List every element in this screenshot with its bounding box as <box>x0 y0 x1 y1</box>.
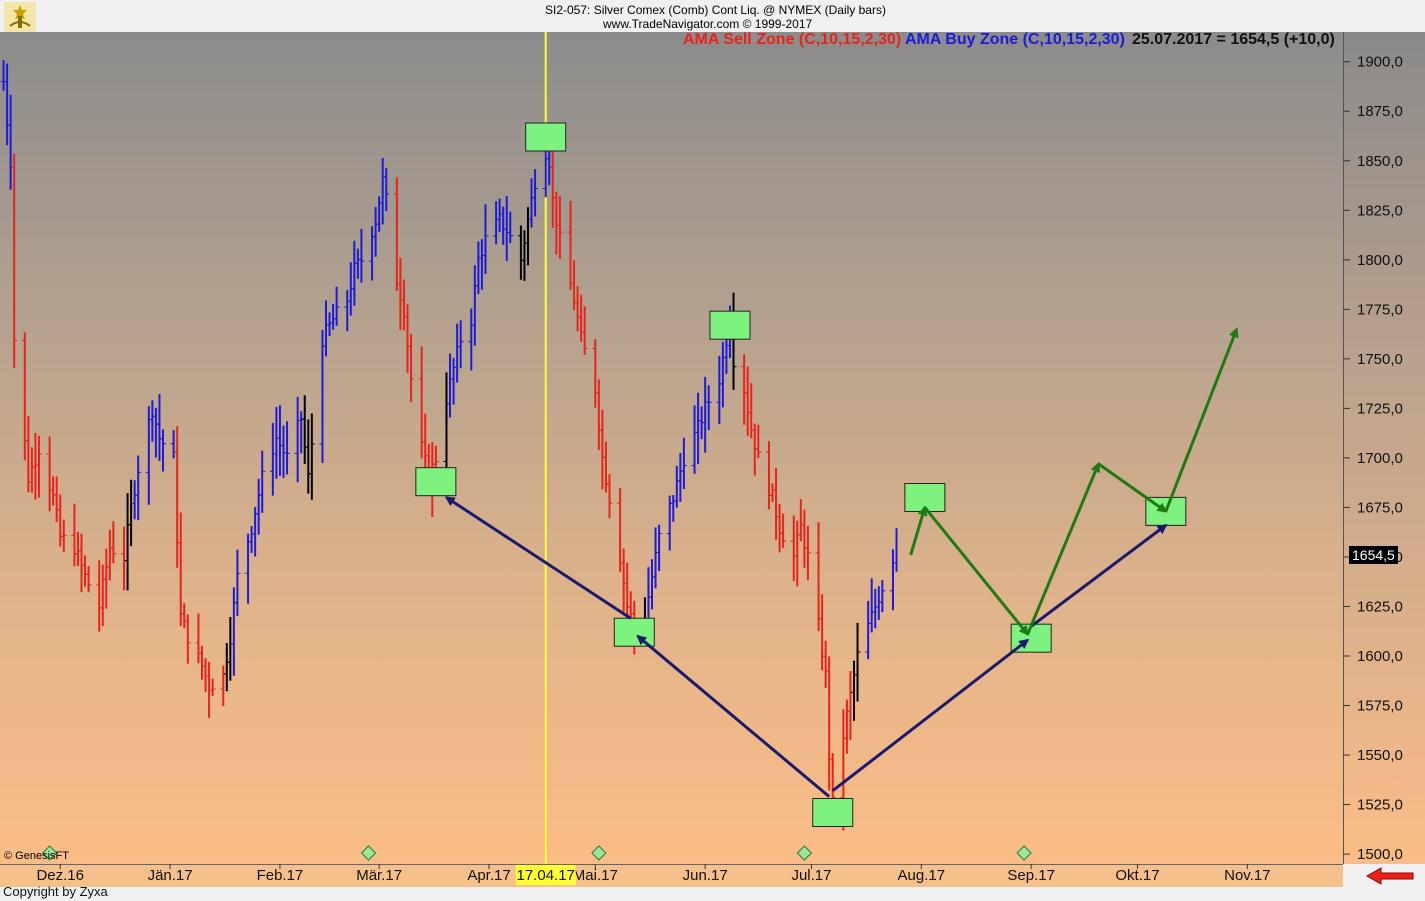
y-tick-label: 1800,0 <box>1357 252 1403 269</box>
app-logo-icon <box>4 2 36 32</box>
projection-arrow <box>923 506 1029 636</box>
projection-arrow <box>1026 462 1101 635</box>
chart-title: SI2-057: Silver Comex (Comb) Cont Liq. @… <box>545 3 886 17</box>
zone-box <box>613 617 655 647</box>
projection-arrow <box>909 505 928 556</box>
date-axis[interactable] <box>0 864 1343 887</box>
x-tick-label: Apr.17 <box>467 867 510 884</box>
y-tick-label: 1825,0 <box>1357 202 1403 219</box>
copyright-text: Copyright by Zyxa <box>3 884 108 899</box>
legend-buy-zone: AMA Buy Zone (C,10,15,2,30) <box>905 31 1125 48</box>
zone-box <box>525 122 567 152</box>
event-diamond-icon <box>591 845 607 861</box>
zone-box <box>709 310 751 340</box>
x-tick-label: Mär.17 <box>356 867 402 884</box>
x-tick-label: Aug.17 <box>898 867 946 884</box>
x-tick-label: Dez.16 <box>36 867 84 884</box>
event-diamond-icon <box>360 845 377 861</box>
last-price-tag: 1654,5 <box>1349 546 1398 564</box>
event-diamond-icon <box>1016 845 1032 861</box>
projection-arrow <box>1164 327 1239 512</box>
plot-area[interactable] <box>0 32 1343 864</box>
date-highlight-tag <box>515 865 576 885</box>
legend-sell-zone: AMA Sell Zone (C,10,15,2,30) <box>683 31 902 48</box>
y-tick-label: 1775,0 <box>1357 301 1403 318</box>
date-highlight-label: 17.04.17 <box>517 867 575 884</box>
x-tick-label: Sep.17 <box>1007 867 1055 884</box>
y-tick-label: 1600,0 <box>1357 648 1403 665</box>
cycle-arrow <box>1030 524 1168 628</box>
y-tick-label: 1750,0 <box>1357 351 1403 368</box>
cycle-arrow <box>444 496 632 620</box>
y-tick-label: 1900,0 <box>1357 54 1403 71</box>
x-tick-label: Jul.17 <box>791 867 831 884</box>
cycle-arrow <box>831 638 1030 792</box>
x-tick-label: Jän.17 <box>148 867 193 884</box>
y-tick-label: 1875,0 <box>1357 103 1403 120</box>
y-tick-label: 1725,0 <box>1357 400 1403 417</box>
zone-box <box>812 797 854 827</box>
legend-last-value: 25.07.2017 = 1654,5 (+10,0) <box>1132 31 1335 48</box>
event-diamond-icon <box>41 845 58 861</box>
y-tick-label: 1575,0 <box>1357 698 1403 715</box>
event-diamond-icon <box>796 845 813 861</box>
y-tick-label: 1500,0 <box>1357 846 1403 863</box>
y-tick-label: 1850,0 <box>1357 153 1403 170</box>
cycle-arrow <box>636 634 831 798</box>
projection-arrow <box>1097 462 1168 513</box>
scroll-left-arrow-icon[interactable] <box>1365 866 1417 886</box>
price-axis[interactable] <box>1343 32 1425 864</box>
zone-box <box>415 467 457 497</box>
y-tick-label: 1675,0 <box>1357 499 1403 516</box>
data-source: www.TradeNavigator.com © 1999-2017 <box>603 17 813 31</box>
x-tick-label: Okt.17 <box>1115 867 1159 884</box>
x-tick-label: Nov.17 <box>1224 867 1270 884</box>
y-tick-label: 1700,0 <box>1357 450 1403 467</box>
y-tick-label: 1625,0 <box>1357 598 1403 615</box>
y-tick-label: 1525,0 <box>1357 797 1403 814</box>
x-tick-label: Jun.17 <box>683 867 728 884</box>
y-tick-label: 1550,0 <box>1357 747 1403 764</box>
genesis-credit: © GenesisFT <box>4 850 69 862</box>
x-tick-label: Feb.17 <box>257 867 304 884</box>
zone-box <box>904 483 946 513</box>
x-tick-label: Mai.17 <box>573 867 618 884</box>
